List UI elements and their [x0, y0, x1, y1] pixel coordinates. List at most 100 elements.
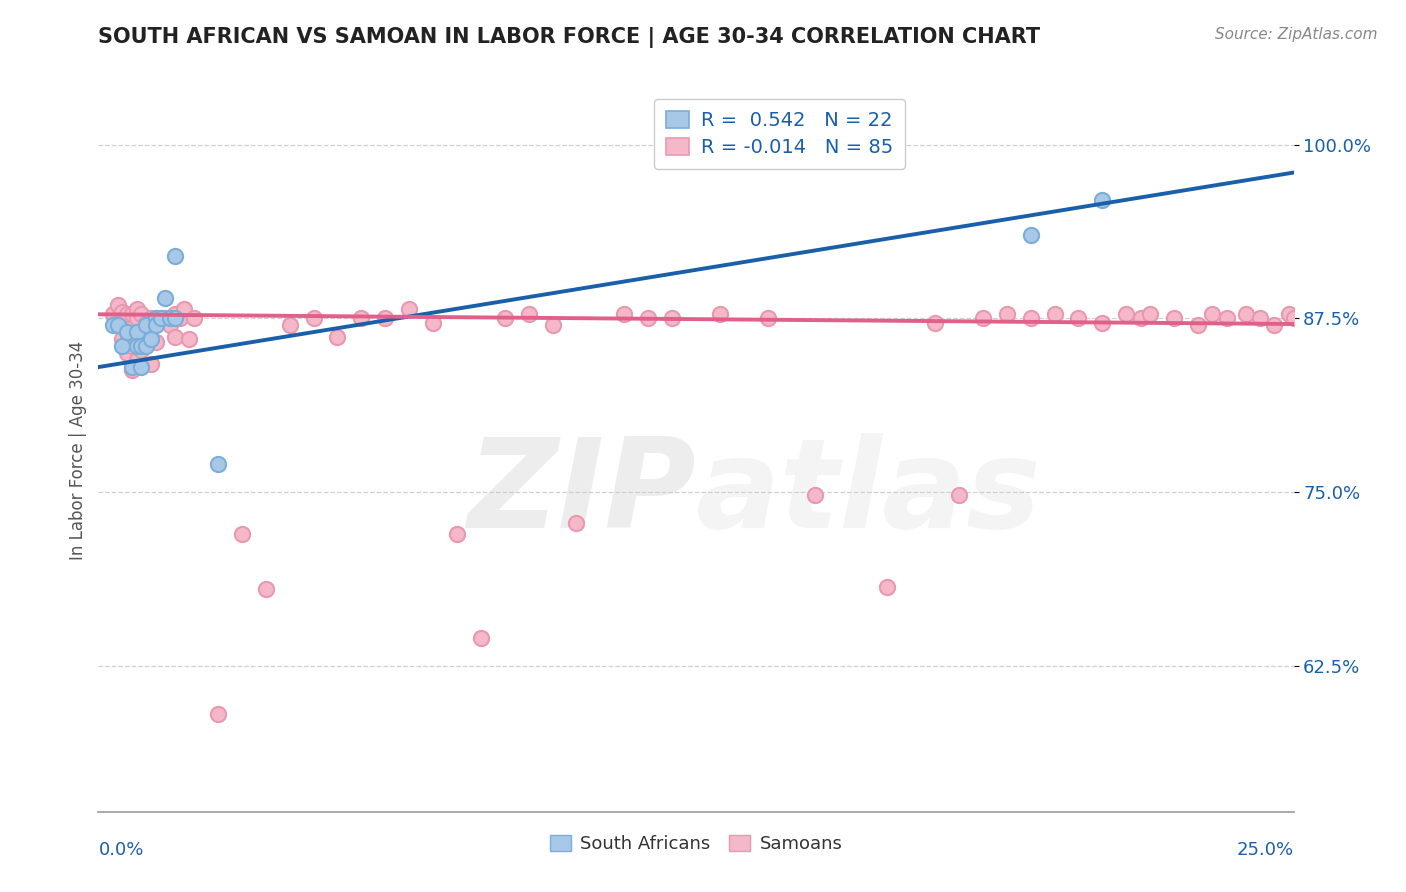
Point: [135, 316, 157, 330]
Point: [1234, 307, 1257, 321]
Point: [163, 329, 186, 343]
Point: [149, 311, 172, 326]
Point: [115, 326, 138, 340]
Point: [163, 311, 186, 326]
Point: [159, 311, 181, 326]
Point: [278, 318, 301, 333]
Point: [924, 316, 946, 330]
Point: [302, 311, 325, 326]
Point: [131, 343, 153, 358]
Point: [326, 329, 349, 343]
Point: [709, 307, 731, 321]
Point: [446, 526, 468, 541]
Point: [1249, 311, 1271, 326]
Point: [1091, 194, 1114, 208]
Point: [135, 334, 157, 349]
Point: [111, 332, 134, 346]
Point: [565, 516, 588, 530]
Point: [1115, 307, 1137, 321]
Point: [1354, 316, 1376, 330]
Point: [422, 316, 444, 330]
Point: [139, 332, 162, 346]
Text: 25.0%: 25.0%: [1236, 840, 1294, 859]
Point: [398, 301, 420, 316]
Point: [121, 307, 143, 321]
Point: [121, 321, 143, 335]
Point: [111, 339, 134, 353]
Point: [1139, 307, 1161, 321]
Point: [231, 526, 253, 541]
Point: [131, 326, 153, 340]
Point: [125, 326, 148, 340]
Point: [107, 318, 129, 333]
Point: [1091, 316, 1114, 330]
Point: [135, 339, 157, 353]
Text: ZIP: ZIP: [467, 434, 696, 554]
Text: atlas: atlas: [696, 434, 1042, 554]
Point: [876, 580, 898, 594]
Point: [350, 311, 373, 326]
Point: [1340, 311, 1362, 326]
Point: [139, 311, 162, 326]
Text: Source: ZipAtlas.com: Source: ZipAtlas.com: [1215, 27, 1378, 42]
Point: [145, 316, 167, 330]
Point: [173, 301, 195, 316]
Point: [145, 311, 167, 326]
Point: [541, 318, 564, 333]
Point: [254, 582, 277, 597]
Point: [155, 291, 177, 305]
Point: [145, 334, 167, 349]
Point: [155, 311, 177, 326]
Text: 0.0%: 0.0%: [98, 840, 143, 859]
Point: [163, 249, 186, 263]
Point: [1019, 311, 1042, 326]
Point: [207, 458, 229, 472]
Point: [1330, 307, 1353, 321]
Point: [135, 318, 157, 333]
Point: [995, 307, 1018, 321]
Point: [517, 307, 540, 321]
Point: [145, 318, 167, 333]
Point: [107, 318, 129, 333]
Point: [1067, 311, 1090, 326]
Point: [131, 360, 153, 375]
Point: [111, 318, 134, 333]
Point: [125, 353, 148, 368]
Point: [1019, 228, 1042, 243]
Point: [1215, 311, 1237, 326]
Point: [125, 311, 148, 326]
Point: [139, 357, 162, 371]
Point: [115, 326, 138, 340]
Point: [494, 311, 516, 326]
Point: [107, 297, 129, 311]
Point: [131, 307, 153, 321]
Point: [1043, 307, 1066, 321]
Point: [169, 311, 191, 326]
Point: [121, 363, 143, 377]
Point: [1263, 318, 1285, 333]
Point: [179, 332, 201, 346]
Point: [1292, 316, 1315, 330]
Point: [637, 311, 659, 326]
Point: [163, 307, 186, 321]
Y-axis label: In Labor Force | Age 30-34: In Labor Force | Age 30-34: [69, 341, 87, 560]
Point: [1278, 307, 1301, 321]
Point: [121, 339, 143, 353]
Point: [613, 307, 636, 321]
Point: [470, 631, 492, 645]
Point: [1306, 307, 1329, 321]
Point: [972, 311, 994, 326]
Point: [121, 360, 143, 375]
Point: [374, 311, 396, 326]
Point: [125, 301, 148, 316]
Point: [804, 488, 827, 502]
Point: [1282, 311, 1305, 326]
Legend: South Africans, Samoans: South Africans, Samoans: [543, 828, 849, 861]
Point: [948, 488, 970, 502]
Point: [139, 332, 162, 346]
Point: [1320, 311, 1343, 326]
Point: [1163, 311, 1185, 326]
Point: [1129, 311, 1152, 326]
Point: [101, 318, 124, 333]
Point: [661, 311, 683, 326]
